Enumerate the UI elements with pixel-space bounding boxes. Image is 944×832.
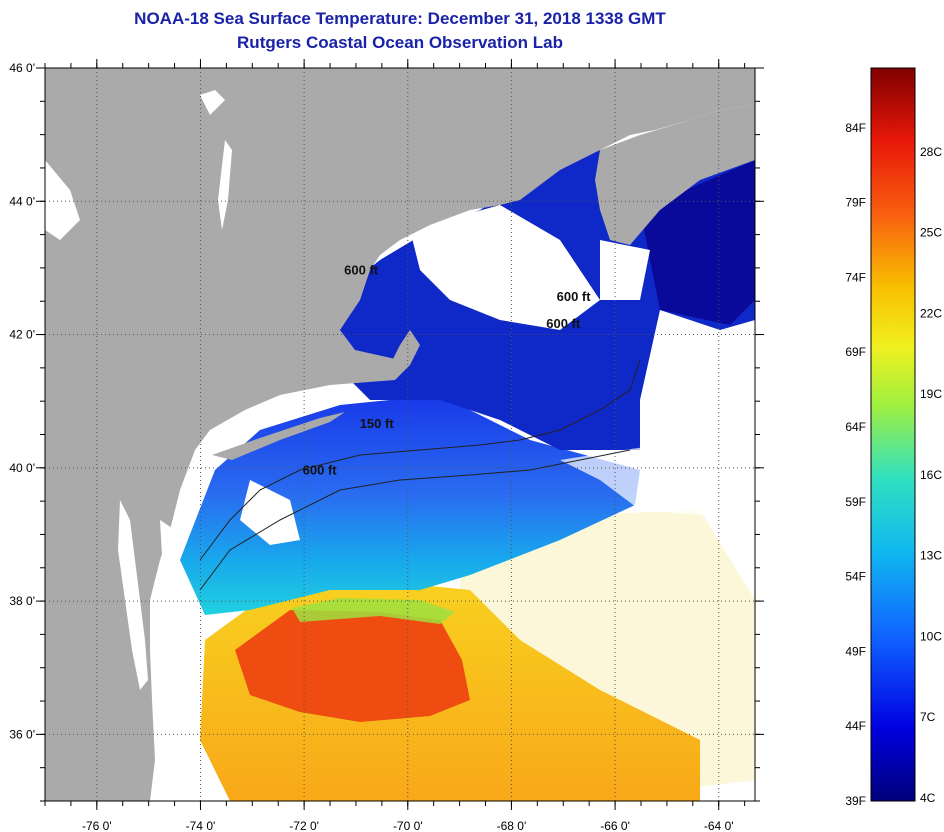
colorbar-f-label: 79F	[845, 196, 866, 210]
chesapeake-bay	[118, 500, 148, 690]
lon-tick-label: -70 0'	[393, 819, 423, 832]
lake-ontario	[45, 160, 80, 240]
contour-label: 600 ft	[546, 316, 581, 331]
lat-tick-label: 40 0'	[9, 461, 35, 475]
colorbar-f-label: 39F	[845, 794, 866, 808]
lon-tick-label: -66 0'	[600, 819, 630, 832]
lake	[200, 90, 225, 115]
sst-field	[45, 68, 755, 801]
plot-frame	[44, 67, 756, 802]
colorbar-f-label: 59F	[845, 495, 866, 509]
contour-150ft	[199, 449, 631, 591]
contour-label: 600 ft	[303, 462, 338, 477]
gulf-stream-front	[292, 598, 455, 624]
nova-scotia-land	[595, 105, 755, 245]
lake-champlain	[218, 140, 232, 230]
colorbar-c-label: 7C	[920, 710, 936, 724]
long-island-land	[212, 412, 345, 460]
colorbar-c-label: 22C	[920, 306, 942, 320]
colorbar-c-label: 10C	[920, 629, 942, 643]
cloud-gap-south	[560, 430, 755, 520]
colorbar-c-label: 19C	[920, 387, 942, 401]
contour-label: 600 ft	[557, 289, 592, 304]
lon-tick-label: -74 0'	[186, 819, 216, 832]
lon-tick-label: -68 0'	[497, 819, 527, 832]
shelf-water	[180, 395, 640, 615]
us-east-coast-land	[45, 68, 755, 801]
colorbar-c-label: 16C	[920, 468, 942, 482]
cape-cod-land	[390, 330, 420, 380]
lat-tick-label: 42 0'	[9, 328, 35, 342]
colorbar-c-label: 25C	[920, 226, 942, 240]
colorbar-c-label: 13C	[920, 549, 942, 563]
colorbar-c-label: 4C	[920, 791, 936, 805]
colorbar-f-label: 74F	[845, 270, 866, 284]
colorbar-c-label: 28C	[920, 145, 942, 159]
lat-tick-label: 46 0'	[9, 61, 35, 75]
lat-tick-label: 38 0'	[9, 594, 35, 608]
colorbar	[870, 67, 916, 802]
lon-tick-label: -64 0'	[704, 819, 734, 832]
colorbar-f-label: 54F	[845, 570, 866, 584]
colorbar-f-label: 64F	[845, 420, 866, 434]
lat-tick-label: 44 0'	[9, 194, 35, 208]
contour-600ft	[199, 359, 641, 561]
colorbar-f-label: 69F	[845, 345, 866, 359]
cloud-gap-west	[240, 480, 300, 545]
lat-tick-label: 36 0'	[9, 727, 35, 741]
lon-tick-label: -76 0'	[82, 819, 112, 832]
map-title: NOAA-18 Sea Surface Temperature: Decembe…	[134, 9, 666, 28]
cloud-gap-east	[600, 240, 650, 300]
colorbar-f-label: 84F	[845, 121, 866, 135]
delaware-bay	[160, 520, 180, 580]
colorbar-f-label: 49F	[845, 644, 866, 658]
gulf-stream-warm-band	[235, 610, 470, 722]
contour-labels: 600 ft 600 ft 600 ft 150 ft 600 ft	[303, 263, 592, 478]
cloud-gap-north	[410, 205, 600, 330]
map-subtitle: Rutgers Coastal Ocean Observation Lab	[237, 33, 563, 52]
contour-label: 600 ft	[344, 263, 379, 278]
axis-ticks: -76 0' -74 0' -72 0' -70 0' -68 0' -66 0' -64 …	[9, 59, 764, 832]
lon-tick-label: -72 0'	[289, 819, 319, 832]
colorbar-f-label: 44F	[845, 719, 866, 733]
contour-label: 150 ft	[360, 416, 395, 431]
colorbar-labels: 84F 79F 74F 69F 64F 59F 54F 49F 44F 39F 28C 25C 22C 1…	[845, 121, 942, 808]
